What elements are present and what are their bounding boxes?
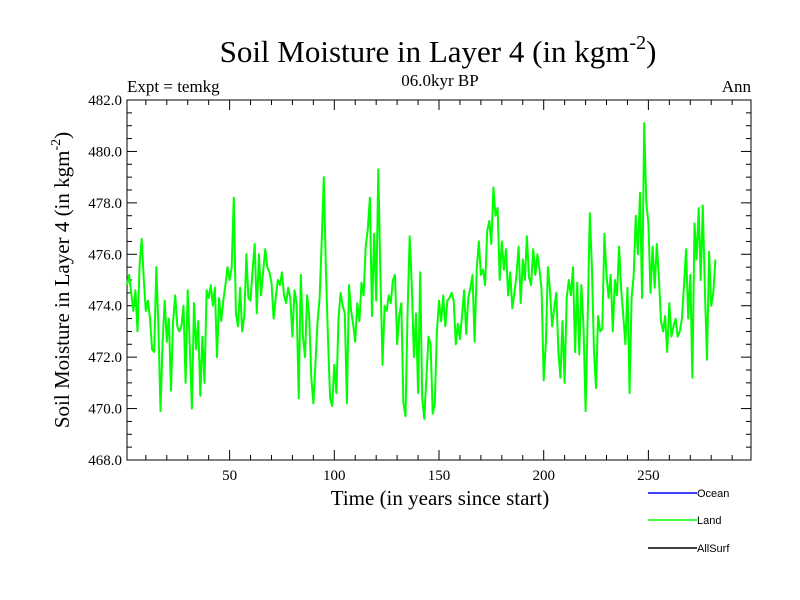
subtitle-season: Ann xyxy=(722,77,752,96)
y-axis-label-superscript: -2 xyxy=(49,139,64,151)
x-tick-label: 250 xyxy=(637,468,660,484)
subtitle-period: 06.0kyr BP xyxy=(401,71,478,90)
plot-frame xyxy=(127,100,751,460)
y-tick-label: 474.0 xyxy=(88,299,122,315)
legend: Ocean Land AllSurf xyxy=(648,488,730,555)
x-axis-label: Time (in years since start) xyxy=(331,486,550,510)
x-tick-label: 200 xyxy=(532,468,555,484)
series-line-land xyxy=(127,123,715,419)
y-axis-label: Soil Moisture in Layer 4 (in kgm-2) xyxy=(49,132,74,428)
x-tick-label: 100 xyxy=(323,468,346,484)
chart-title-superscript: -2 xyxy=(629,32,646,54)
y-tick-label: 468.0 xyxy=(88,453,122,469)
y-tick-label: 472.0 xyxy=(88,350,122,366)
legend-label-ocean: Ocean xyxy=(697,488,729,500)
y-tick-label: 470.0 xyxy=(88,402,122,418)
y-tick-label: 478.0 xyxy=(88,196,122,212)
subtitle-experiment: Expt = temkg xyxy=(127,77,220,96)
x-tick-label: 150 xyxy=(428,468,451,484)
chart-title: Soil Moisture in Layer 4 (in kgm-2) xyxy=(220,32,657,69)
y-axis-label-main: Soil Moisture in Layer 4 (in kgm xyxy=(50,151,74,429)
y-tick-label: 476.0 xyxy=(88,247,122,263)
chart-title-end: ) xyxy=(646,34,656,69)
legend-label-land: Land xyxy=(697,515,721,527)
chart-title-main: Soil Moisture in Layer 4 (in kgm xyxy=(220,34,630,69)
legend-label-allsurf: AllSurf xyxy=(697,543,730,555)
chart-canvas: Soil Moisture in Layer 4 (in kgm-2) Expt… xyxy=(0,0,800,600)
x-tick-label: 50 xyxy=(222,468,237,484)
y-tick-label: 482.0 xyxy=(88,93,122,109)
y-tick-label: 480.0 xyxy=(88,144,122,160)
series-group xyxy=(127,123,715,419)
y-axis-label-end: ) xyxy=(50,132,74,139)
